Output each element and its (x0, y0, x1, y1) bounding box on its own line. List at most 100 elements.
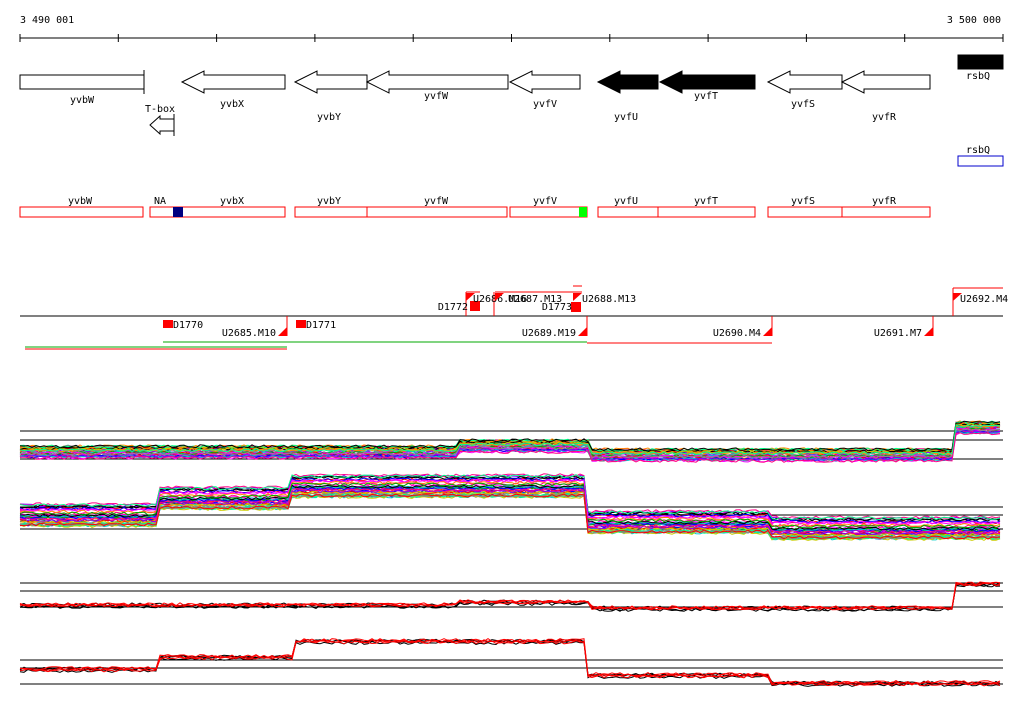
transcript-na-label: NA (154, 196, 166, 207)
expression-panel-2 (19, 473, 1003, 541)
segment-d1773[interactable]: D1773 (542, 302, 581, 313)
expression-trace (19, 582, 1000, 611)
transcript-yvfv[interactable]: yvfV (509, 196, 588, 218)
segment-u2685-label: U2685.M10 (222, 328, 276, 339)
na-marker (173, 207, 183, 217)
segment-d1773-label: D1773 (542, 302, 572, 313)
gene-yvbx-label: yvbX (220, 99, 244, 110)
segment-d1770[interactable]: D1770 (163, 320, 203, 331)
yvfv-marker (579, 207, 587, 217)
segment-u2689[interactable]: U2689.M19 (522, 316, 588, 339)
gene-track: yvbW yvbX yvbY yvfW yvfV yvfU yv (19, 54, 1004, 136)
segment-u2688[interactable]: U2688.M13 (573, 285, 636, 305)
gene-yvft[interactable]: yvfT (658, 70, 756, 102)
coordinate-ruler: 3 490 001 3 500 000 (19, 15, 1004, 42)
expression-trace (19, 482, 1001, 529)
expression-panel-4 (19, 637, 1003, 687)
transcript-yvfs-yvfr[interactable]: yvfS yvfR (767, 196, 931, 218)
transcript-yvby-label: yvbY (317, 196, 341, 207)
segment-u2686-label: U2686.M16 (473, 294, 527, 305)
tbox-label: T-box (145, 104, 175, 115)
expression-trace (19, 432, 1001, 463)
expression-panel-3 (19, 581, 1003, 612)
segment-u2688-label: U2688.M13 (582, 294, 636, 305)
segment-u2691[interactable]: U2691.M7 (874, 316, 934, 339)
transcript-yvfu-label: yvfU (614, 196, 638, 207)
transcript-yvfw-label: yvfW (424, 196, 449, 207)
expression-trace (19, 485, 1001, 532)
gene-yvby-label: yvbY (317, 112, 341, 123)
segment-u2692-label: U2692.M4 (960, 294, 1008, 305)
segment-d1772-label: D1772 (438, 302, 468, 313)
rsbq-box-label: rsbQ (966, 145, 990, 156)
expression-trace (19, 423, 1001, 455)
gene-rsbq[interactable]: rsbQ (957, 54, 1004, 82)
segment-d1770-label: D1770 (173, 320, 203, 331)
segment-u2685[interactable]: U2685.M10 (222, 316, 288, 339)
gene-yvbw-label: yvbW (70, 95, 95, 106)
segment-u2689-label: U2689.M19 (522, 328, 576, 339)
expression-trace (19, 488, 1001, 535)
tbox-element[interactable]: T-box (145, 104, 175, 136)
expression-trace (19, 478, 1001, 525)
expression-trace (19, 640, 1001, 687)
gene-yvfr[interactable]: yvfR (840, 70, 931, 123)
gene-yvbw[interactable]: yvbW (19, 70, 145, 106)
expression-trace (19, 480, 1001, 527)
transcript-yvbx-label: yvbX (220, 196, 244, 207)
expression-trace (19, 493, 1001, 540)
segment-u2687[interactable]: U2687.M13 (495, 291, 582, 305)
gene-rsbq-label: rsbQ (966, 71, 990, 82)
transcript-track: yvbW NA yvbX yvbY yvfW yvfV yvfU yvfT y (19, 196, 931, 218)
expression-trace (19, 639, 1001, 686)
ruler-end-label: 3 500 000 (947, 15, 1001, 26)
expression-trace (19, 489, 1001, 536)
expression-trace (19, 420, 1001, 452)
transcript-yvby-yvfw[interactable]: yvbY yvfW (294, 196, 508, 218)
segment-u2690-label: U2690.M4 (713, 328, 761, 339)
segment-u2687-label: U2687.M13 (508, 294, 562, 305)
gene-yvfw-label: yvfW (424, 91, 449, 102)
transcript-yvfv-label: yvfV (533, 196, 557, 207)
expression-trace (19, 638, 1001, 685)
gene-yvbx[interactable]: yvbX (180, 70, 286, 110)
gene-yvfr-label: yvfR (872, 112, 897, 123)
gene-yvfw[interactable]: yvfW (365, 70, 509, 102)
expression-trace (19, 637, 1001, 685)
segment-d1771-label: D1771 (306, 320, 336, 331)
gene-yvfu[interactable]: yvfU (596, 70, 659, 123)
gene-yvfv-label: yvfV (533, 99, 557, 110)
expression-trace (19, 473, 1001, 520)
expression-trace (19, 430, 1001, 462)
gene-yvfv[interactable]: yvfV (508, 70, 581, 110)
segment-track: D1772 U2686.M16 U2687.M13 D1773 U2688.M1… (20, 285, 1008, 350)
expression-trace (19, 478, 1001, 525)
expression-trace (19, 424, 1001, 456)
segment-u2686[interactable]: U2686.M16 (466, 292, 527, 316)
gene-yvfu-label: yvfU (614, 112, 638, 123)
transcript-yvfr-label: yvfR (872, 196, 897, 207)
transcript-yvfs-label: yvfS (791, 196, 815, 207)
gene-yvby[interactable]: yvbY (293, 70, 368, 123)
transcript-yvft-label: yvfT (694, 196, 718, 207)
segment-u2690[interactable]: U2690.M4 (713, 316, 773, 339)
expression-trace (19, 428, 1001, 459)
gene-yvfs[interactable]: yvfS (766, 70, 843, 110)
expression-trace (19, 474, 1001, 521)
segment-u2691-label: U2691.M7 (874, 328, 922, 339)
expression-panel-1 (19, 420, 1003, 463)
segment-u2692[interactable]: U2692.M4 (952, 287, 1008, 316)
gene-yvfs-label: yvfS (791, 99, 815, 110)
rsbq-annotation[interactable]: rsbQ (957, 145, 1004, 167)
segment-d1771[interactable]: D1771 (296, 320, 336, 331)
transcript-yvfu-yvft[interactable]: yvfU yvfT (597, 196, 756, 218)
transcript-yvbx[interactable]: NA yvbX (149, 196, 286, 218)
expression-trace (19, 582, 1001, 610)
transcript-yvbw[interactable]: yvbW (19, 196, 144, 218)
expression-trace (19, 640, 1001, 687)
expression-trace (19, 639, 1001, 685)
transcript-yvbw-label: yvbW (68, 196, 93, 207)
ruler-start-label: 3 490 001 (20, 15, 74, 26)
